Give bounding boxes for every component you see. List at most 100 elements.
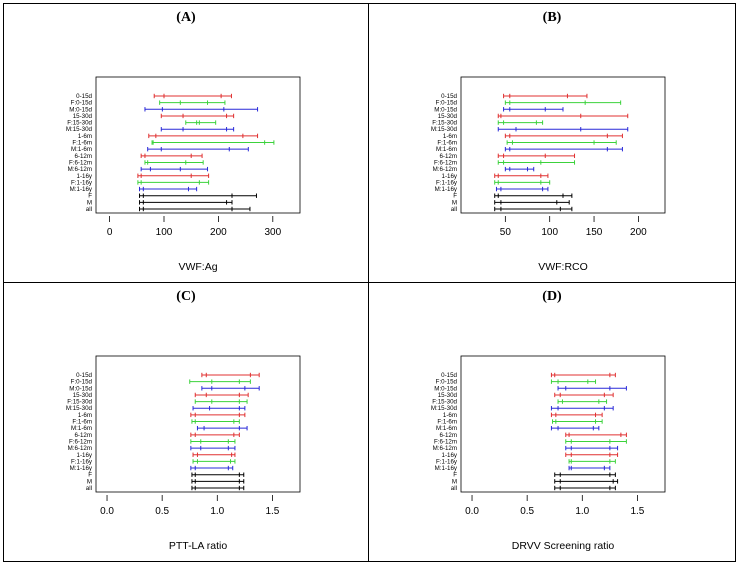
row-label: F [88,472,92,479]
row-label: M:15-30d [66,405,93,412]
row-label: M:1-16y [70,465,93,472]
x-axis-label: VWF:Ag [178,261,217,273]
x-tick-label: 0.0 [100,506,114,517]
row-label: M:1-16y [435,186,458,193]
x-tick-label: 1.5 [630,506,644,517]
row-label: 0-15d [441,93,457,100]
row-label: all [86,206,92,213]
row-label: 15-30d [438,392,458,399]
row-label: F [453,193,457,200]
plot-frame [460,76,666,214]
row-label: M:15-30d [66,126,93,133]
row-label: 0-15d [441,372,457,379]
row-label: M:0-15d [69,385,92,392]
row-label: M:0-15d [434,385,457,392]
x-tick-label: 200 [210,227,227,238]
x-tick-label: 1.0 [575,506,589,517]
row-label: M:6-12m [433,445,457,452]
row-label: 1-6m [443,133,457,140]
panel-label: (A) [176,10,196,25]
panel-label: (B) [542,10,562,25]
row-label: F:1-6m [437,419,457,426]
row-label: F:0-15d [71,379,93,386]
row-label: F:0-15d [436,379,458,386]
row-label: M:1-6m [436,146,457,153]
row-label: F:1-16y [71,179,93,186]
row-label: F:6-12m [69,438,92,445]
row-label: F:1-16y [436,458,458,465]
row-label: F [453,472,457,479]
x-axis-label: PTT-LA ratio [169,540,228,552]
row-label: 1-16y [77,452,93,459]
interval-chart-d: 0-15dF:0-15dM:0-15d15-30dF:15-30dM:15-30… [431,355,666,552]
row-label: all [451,485,457,492]
x-axis-label: VWF:RCO [538,261,588,273]
row-label: 6-12m [74,432,92,439]
row-label: M:0-15d [69,106,92,113]
row-label: F:15-30d [67,120,92,127]
x-tick-label: 200 [630,227,647,238]
x-tick-label: 100 [541,227,558,238]
row-label: all [86,485,92,492]
row-label: F:1-6m [72,140,92,147]
row-label: F:15-30d [432,120,457,127]
row-label: F:1-16y [436,179,458,186]
interval-chart-c: 0-15dF:0-15dM:0-15d15-30dF:15-30dM:15-30… [66,355,301,552]
row-label: F [88,193,92,200]
row-label: 6-12m [74,153,92,160]
row-label: M:0-15d [434,106,457,113]
interval-chart-a: 0-15dF:0-15dM:0-15d15-30dF:15-30dM:15-30… [66,76,301,273]
x-tick-label: 0 [107,227,113,238]
row-label: 6-12m [439,432,457,439]
row-label: M:1-16y [435,465,458,472]
row-label: M [87,199,92,206]
row-label: F:6-12m [434,159,457,166]
x-tick-label: 0.5 [520,506,534,517]
row-label: F:6-12m [434,438,457,445]
plot-frame [95,76,301,214]
row-label: 15-30d [438,113,458,120]
panel-label: (C) [176,289,196,304]
panel-d: (D) 0-15d F:0-15d M:0-15d 15-30d F:15-30d M:1… [368,282,736,562]
row-label: M:15-30d [431,126,458,133]
row-label: M:1-6m [71,425,92,432]
row-label: M:6-12m [68,445,92,452]
x-tick-label: 1.5 [265,506,279,517]
interval-chart-b: 0-15dF:0-15dM:0-15d15-30dF:15-30dM:15-30… [431,76,666,273]
row-label: F:0-15d [436,100,458,107]
row-label: M [87,478,92,485]
plot-frame [460,355,666,493]
row-label: M:6-12m [433,166,457,173]
row-label: F:1-6m [437,140,457,147]
x-tick-label: 0.5 [155,506,169,517]
row-label: M:15-30d [431,405,458,412]
row-label: F:15-30d [432,399,457,406]
x-tick-label: 300 [264,227,281,238]
row-label: 1-16y [442,452,458,459]
row-label: 15-30d [73,392,93,399]
x-axis-label: DRVV Screening ratio [512,540,615,552]
row-label: 1-6m [78,133,92,140]
panel-a: (A) 0-15d F:0-15d M:0-15d 15-30d F:15-30d M:1… [3,3,369,283]
x-tick-label: 0.0 [465,506,479,517]
x-tick-label: 150 [586,227,603,238]
row-label: M:6-12m [68,166,92,173]
plot-frame [95,355,301,493]
panel-c: (C) 0-15d F:0-15d M:0-15d 15-30d F:15-30d M:1… [3,282,369,562]
x-tick-label: 1.0 [210,506,224,517]
row-label: 15-30d [73,113,93,120]
row-label: M:1-6m [436,425,457,432]
row-label: M [452,199,457,206]
row-label: all [451,206,457,213]
row-label: F:6-12m [69,159,92,166]
x-tick-label: 50 [500,227,512,238]
row-label: 1-6m [443,412,457,419]
row-label: F:1-6m [72,419,92,426]
x-tick-label: 100 [156,227,173,238]
row-label: 0-15d [76,372,92,379]
row-label: 1-16y [77,173,93,180]
row-label: F:15-30d [67,399,92,406]
panel-label: (D) [542,289,562,304]
row-label: F:0-15d [71,100,93,107]
